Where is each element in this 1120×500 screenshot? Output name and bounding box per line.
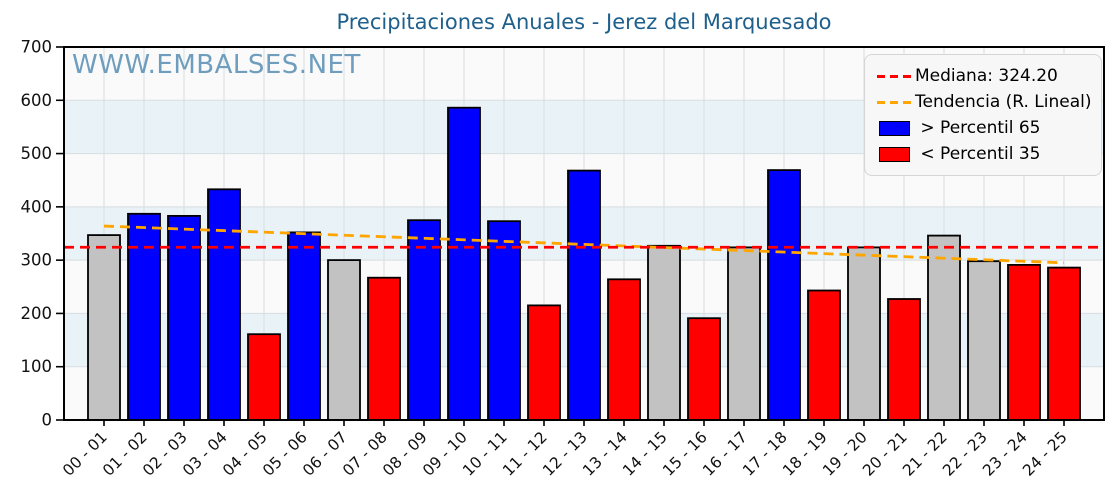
bar-19-20 <box>847 246 881 421</box>
trend-dashed-line-swatch <box>877 100 911 104</box>
y-tick-label: 500 <box>21 144 53 163</box>
y-tick-label: 0 <box>42 411 53 430</box>
blue-box-swatch <box>878 120 910 136</box>
bar-15-16 <box>687 317 721 421</box>
legend-item-below-p35: < Percentil 35 <box>873 141 1091 167</box>
legend-item-above-p65: > Percentil 65 <box>873 115 1091 141</box>
bar-03-04 <box>207 188 241 421</box>
y-tick-label: 400 <box>21 197 53 216</box>
y-tick-label: 300 <box>21 251 53 270</box>
legend-item-trend: Tendencia (R. Lineal) <box>873 89 1092 115</box>
bar-08-09 <box>407 219 441 421</box>
bar-09-10 <box>447 106 481 421</box>
bar-14-15 <box>647 244 681 421</box>
bar-04-05 <box>247 333 281 421</box>
bar-21-22 <box>927 234 961 421</box>
chart-title: Precipitaciones Anuales - Jerez del Marq… <box>336 10 832 34</box>
bar-12-13 <box>567 169 601 421</box>
red-box-swatch <box>878 146 910 162</box>
bar-10-11 <box>487 220 521 421</box>
x-tick-label: 24 - 25 <box>1019 428 1071 480</box>
y-tick-label: 200 <box>21 304 53 323</box>
bar-17-18 <box>767 169 801 421</box>
legend: Mediana: 324.20 Tendencia (R. Lineal) > … <box>864 54 1102 176</box>
legend-item-median: Mediana: 324.20 <box>873 63 1091 89</box>
bar-16-17 <box>727 246 761 421</box>
y-tick-label: 600 <box>21 91 53 110</box>
y-tick-label: 100 <box>21 357 53 376</box>
bar-05-06 <box>287 231 321 421</box>
bar-13-14 <box>607 278 641 421</box>
legend-label-below-p35: < Percentil 35 <box>915 144 1041 164</box>
y-tick-label: 700 <box>21 38 53 57</box>
legend-label-trend: Tendencia (R. Lineal) <box>915 92 1092 112</box>
bar-02-03 <box>167 214 201 421</box>
legend-label-median: Mediana: 324.20 <box>915 66 1058 86</box>
bar-06-07 <box>327 259 361 421</box>
bar-11-12 <box>527 304 561 421</box>
bar-20-21 <box>887 298 921 421</box>
bar-23-24 <box>1007 263 1041 421</box>
bar-07-08 <box>367 276 401 421</box>
bar-00-01 <box>87 234 121 421</box>
bar-24-25 <box>1047 266 1081 421</box>
bar-22-23 <box>967 260 1001 421</box>
bar-01-02 <box>127 212 161 421</box>
trend-line <box>103 224 1065 265</box>
median-dashed-line-swatch <box>877 74 911 78</box>
bar-18-19 <box>807 289 841 421</box>
legend-label-above-p65: > Percentil 65 <box>915 118 1041 138</box>
